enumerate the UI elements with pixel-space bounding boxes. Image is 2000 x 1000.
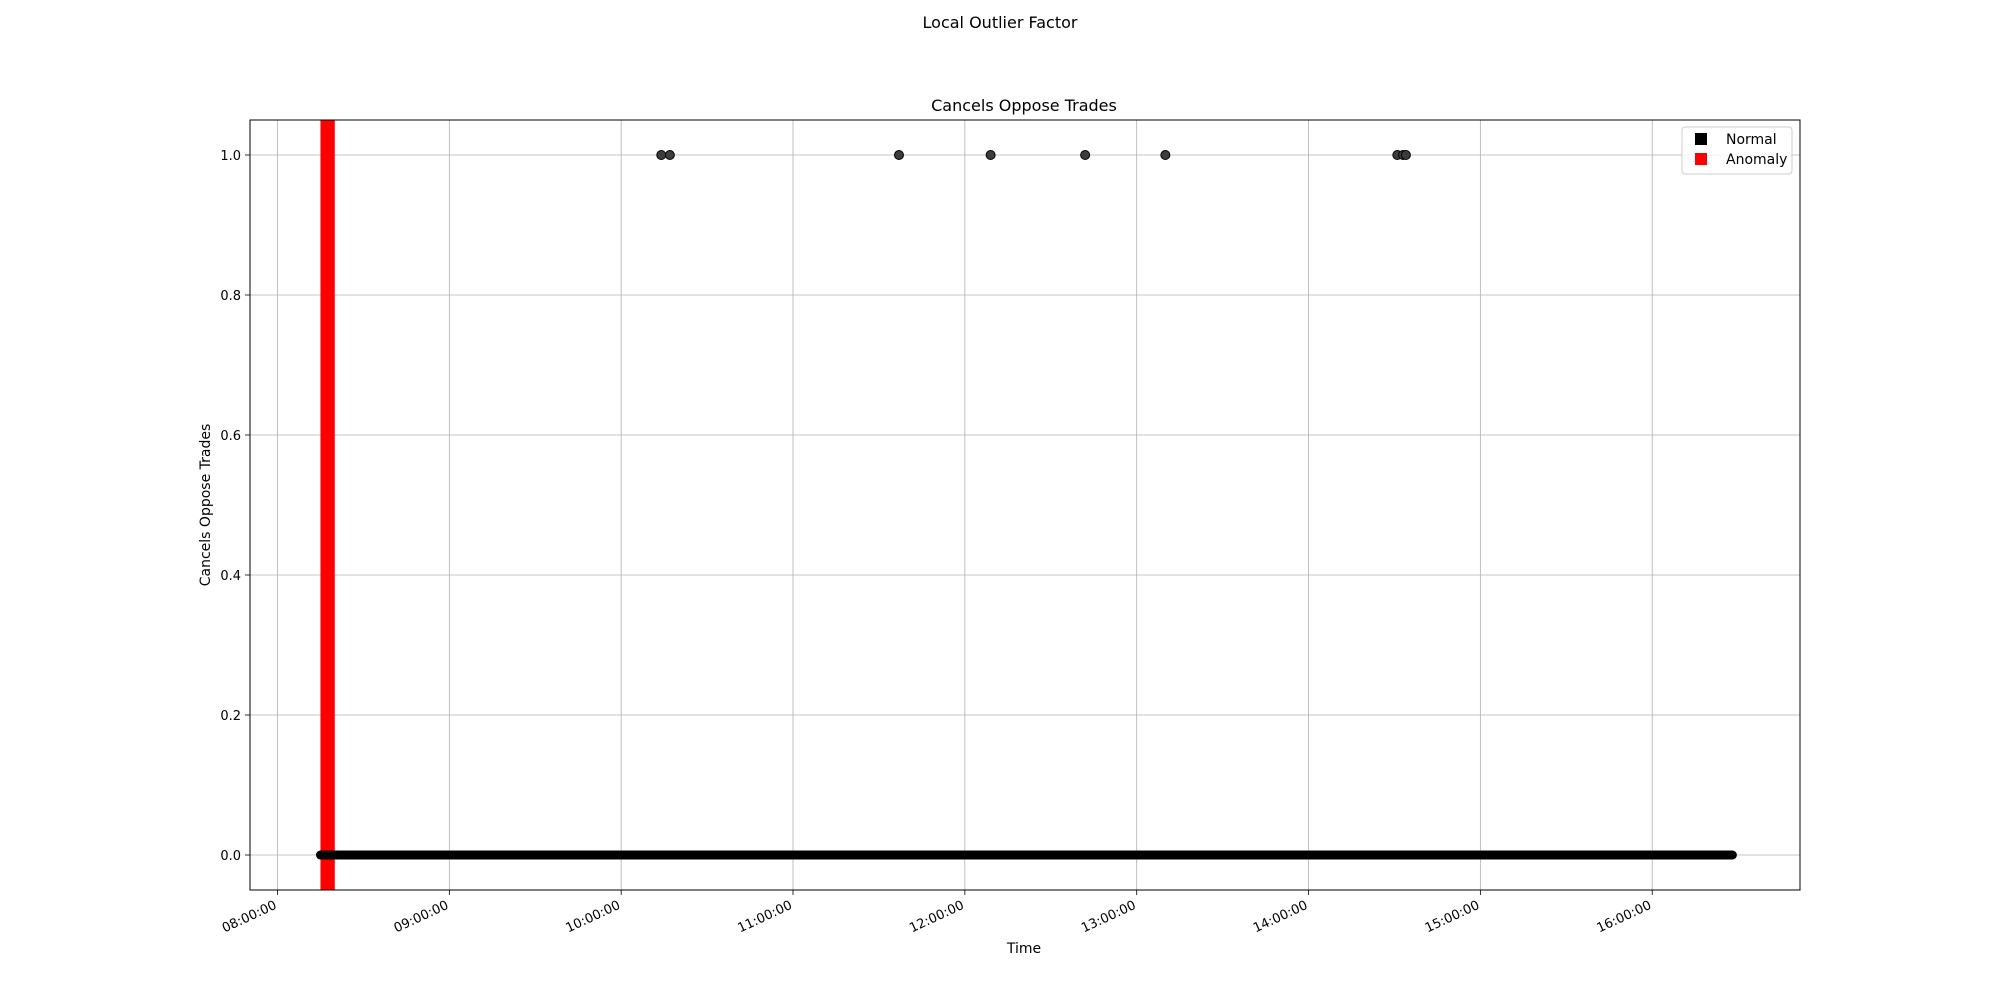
y-axis-label: Cancels Oppose Trades [198, 424, 214, 587]
x-tick-label: 11:00:00 [735, 898, 794, 936]
legend: Normal Anomaly [1681, 126, 1793, 175]
x-tick-label: 08:00:00 [220, 898, 279, 936]
legend-swatch-anomaly [1695, 153, 1707, 165]
y-tick-label: 0.0 [220, 849, 241, 864]
plot-title: Cancels Oppose Trades [931, 96, 1117, 115]
x-tick-label: 09:00:00 [392, 898, 451, 936]
x-tick-label: 14:00:00 [1251, 898, 1310, 936]
y-tick-label: 1.0 [220, 149, 241, 164]
normal-point [893, 150, 904, 160]
y-tick-label: 0.8 [220, 289, 241, 304]
legend-label-normal: Normal [1726, 132, 1777, 148]
y-tick-label: 0.6 [220, 429, 241, 444]
normal-point [664, 150, 675, 160]
x-axis-label: Time [1006, 941, 1041, 957]
x-tick-label: 10:00:00 [564, 898, 623, 936]
normal-point [985, 150, 996, 160]
y-tick-label: 0.4 [220, 569, 241, 584]
x-axis-ticks: 08:00:00 09:00:00 10:00:00 11:00:00 12:00:00… [220, 890, 1654, 936]
y-tick-label: 0.2 [220, 709, 241, 724]
normal-point [1160, 150, 1171, 160]
grid-lines [250, 120, 1800, 890]
normal-point [1400, 150, 1411, 160]
normal-point [656, 150, 667, 160]
x-tick-label: 13:00:00 [1079, 898, 1138, 936]
data-points [315, 150, 1737, 860]
x-tick-label: 15:00:00 [1423, 898, 1482, 936]
x-tick-label: 16:00:00 [1595, 898, 1654, 936]
y-axis-ticks: 0.0 0.2 0.4 0.6 0.8 1.0 [220, 149, 250, 864]
legend-label-anomaly: Anomaly [1726, 152, 1787, 168]
plot-frame [249, 119, 1801, 891]
figure-suptitle: Local Outlier Factor [923, 13, 1078, 32]
anomaly-layer [320, 120, 335, 890]
normal-point [1080, 150, 1091, 160]
anomaly-band [320, 120, 335, 890]
legend-box [1681, 126, 1793, 175]
legend-swatch-normal [1695, 133, 1707, 145]
x-tick-label: 12:00:00 [907, 898, 966, 936]
